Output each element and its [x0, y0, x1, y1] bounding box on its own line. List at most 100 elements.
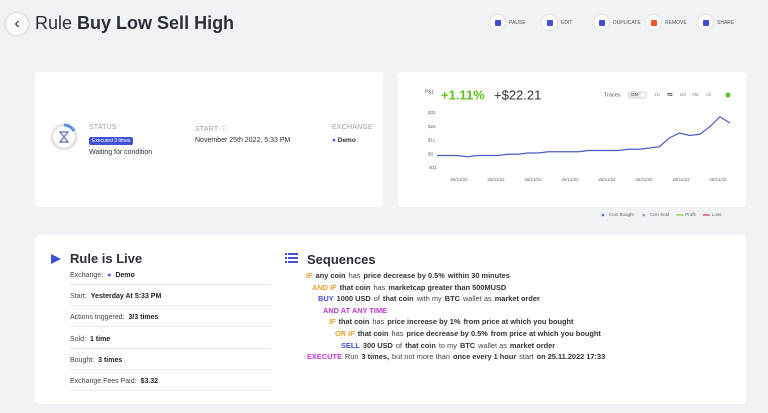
start-label: START ⓘ — [195, 126, 228, 133]
sequence-text: of — [373, 294, 380, 304]
sequence-text: of — [395, 340, 403, 350]
sequence-text: once every 1 hour — [452, 352, 517, 362]
action-label: DUPLICATE — [613, 19, 641, 26]
status-label: STATUS — [89, 124, 117, 131]
status-card: STATUS Executed 3 times Waiting for cond… — [35, 72, 383, 207]
range-button[interactable]: 1D — [654, 92, 661, 97]
sequence-text: that coin — [357, 329, 389, 338]
sequence-line: SELL 300 USD of that coin to my BTC wallet as m… — [341, 341, 558, 350]
sequence-line: IF any coin has price decrease by 0.5% withi… — [306, 271, 513, 280]
sequence-text: 3 times, — [361, 352, 390, 362]
sequence-text: has — [372, 317, 385, 327]
sequence-text: has — [373, 282, 386, 292]
field-label: Exchange: — [70, 272, 104, 279]
toggle-knob — [639, 91, 647, 99]
sequence-text: that coin — [339, 282, 371, 292]
legend-label: Coin Sold — [650, 212, 670, 217]
sequence-text: BTC — [444, 294, 460, 304]
sequence-keyword: AND AT ANY TIME — [323, 305, 388, 315]
action-icon — [646, 15, 661, 30]
y-tick-label: $0 — [428, 151, 434, 156]
field-label: Bought: — [70, 356, 95, 364]
legend-label: Coin Bought — [609, 212, 635, 217]
sequence-text: any coin — [315, 271, 346, 280]
start-value: November 25th 2022, 5:33 PM — [195, 137, 291, 144]
back-button[interactable]: ‹ — [6, 13, 28, 35]
sequence-text: Run — [344, 352, 359, 362]
field-label: Start: — [70, 293, 87, 301]
traces-label: Traces — [604, 92, 621, 98]
action-button[interactable]: REMOVE — [646, 15, 687, 30]
y-tick-label: -$11 — [428, 165, 437, 170]
toggle-text: ON — [631, 92, 638, 97]
sequence-text: from price at which you bought — [490, 329, 601, 338]
action-button[interactable]: EDIT — [542, 15, 572, 30]
title-prefix: Rule — [35, 13, 73, 33]
sequence-text: 300 USD — [362, 340, 393, 350]
x-tick-label: 26/11/22 — [561, 177, 579, 182]
y-tick-label: $11 — [428, 138, 436, 143]
rule-field: Bought: 3 times — [70, 357, 270, 370]
range-button[interactable]: 6M — [692, 92, 699, 97]
sequence-text: to my — [438, 340, 457, 350]
rule-title: Rule is Live — [70, 251, 143, 266]
field-value: Demo — [115, 272, 135, 279]
sequence-text: has — [391, 329, 404, 338]
rule-card — [35, 235, 746, 404]
sequence-line: IF that coin has price increase by 1% from p… — [329, 317, 576, 326]
rule-field: Exchange Fees Paid: $3.32 — [70, 378, 270, 391]
pnl-amount: +$22.21 — [494, 87, 541, 102]
field-value: 1 time — [89, 335, 111, 343]
field-value: $3.32 — [140, 378, 159, 385]
action-button[interactable]: DUPLICATE — [594, 15, 641, 30]
sequence-line: BUY 1000 USD of that coin with my BTC wallet a… — [318, 294, 543, 303]
field-value: 3/3 times — [128, 314, 159, 322]
action-label: SHARE — [717, 19, 735, 26]
sequence-text: that coin — [382, 294, 414, 304]
sequence-keyword: OR IF — [335, 329, 355, 338]
legend-label: Profit — [685, 212, 696, 217]
action-button[interactable]: PAUSE — [490, 15, 526, 30]
pnl-line — [437, 115, 731, 158]
x-tick-label: 26/11/22 — [598, 177, 616, 182]
sequence-text: wallet as — [478, 340, 507, 350]
pnl-label: P&L — [425, 89, 435, 95]
page-title: Rule Buy Low Sell High — [35, 13, 234, 34]
x-tick-label: 26/11/22 — [709, 177, 727, 182]
exchange-name: Demo — [337, 137, 356, 144]
legend-marker — [601, 213, 605, 217]
status-text: Waiting for condition — [89, 149, 153, 156]
sequence-text: price decrease by 0.5% — [406, 329, 488, 338]
start-label-text: START — [195, 126, 219, 133]
range-button[interactable]: 1M — [679, 92, 686, 97]
pnl-chart: P&L +1.11% +$22.21 Traces ON $33 $22 $11 $0… — [425, 87, 731, 217]
sequence-text: wallet as — [462, 294, 492, 304]
sequence-text: from price at which you bought — [463, 317, 574, 327]
icon-glyph — [546, 19, 553, 26]
field-label: Sold: — [70, 335, 86, 343]
action-label: EDIT — [561, 19, 573, 26]
exchange-value: ● Demo — [332, 137, 356, 144]
action-button[interactable]: SHARE — [698, 15, 734, 30]
sequence-line: EXECUTE Run 3 times, but not more than once … — [307, 352, 608, 361]
sequence-line: AND IF that coin has marketcap greater than… — [312, 283, 509, 292]
sequence-text: market order — [494, 294, 540, 304]
sequence-text: that coin — [405, 340, 436, 350]
sequence-line: OR IF that coin has price decrease by 0.5% f… — [335, 329, 604, 338]
x-tick-label: 26/11/22 — [635, 177, 653, 182]
rule-field: Actions triggered: 3/3 times — [70, 314, 270, 328]
legend-marker — [642, 213, 646, 217]
sequence-text: with my — [416, 294, 442, 304]
range-button[interactable]: All — [706, 92, 711, 97]
action-label: PAUSE — [509, 19, 526, 26]
sequence-keyword: SELL — [341, 340, 360, 350]
title-name: Buy Low Sell High — [77, 13, 235, 33]
field-value: Yesterday At 5:33 PM — [90, 293, 162, 301]
sequence-text: that coin — [338, 317, 370, 327]
x-tick-label: 26/11/22 — [524, 177, 542, 182]
pnl-card — [398, 72, 746, 207]
range-button[interactable]: 7D — [667, 92, 674, 97]
sequence-keyword: IF — [306, 271, 313, 280]
sequence-text: marketcap greater than 500MUSD — [388, 282, 507, 292]
rule-field: Sold: 1 time — [70, 336, 270, 349]
